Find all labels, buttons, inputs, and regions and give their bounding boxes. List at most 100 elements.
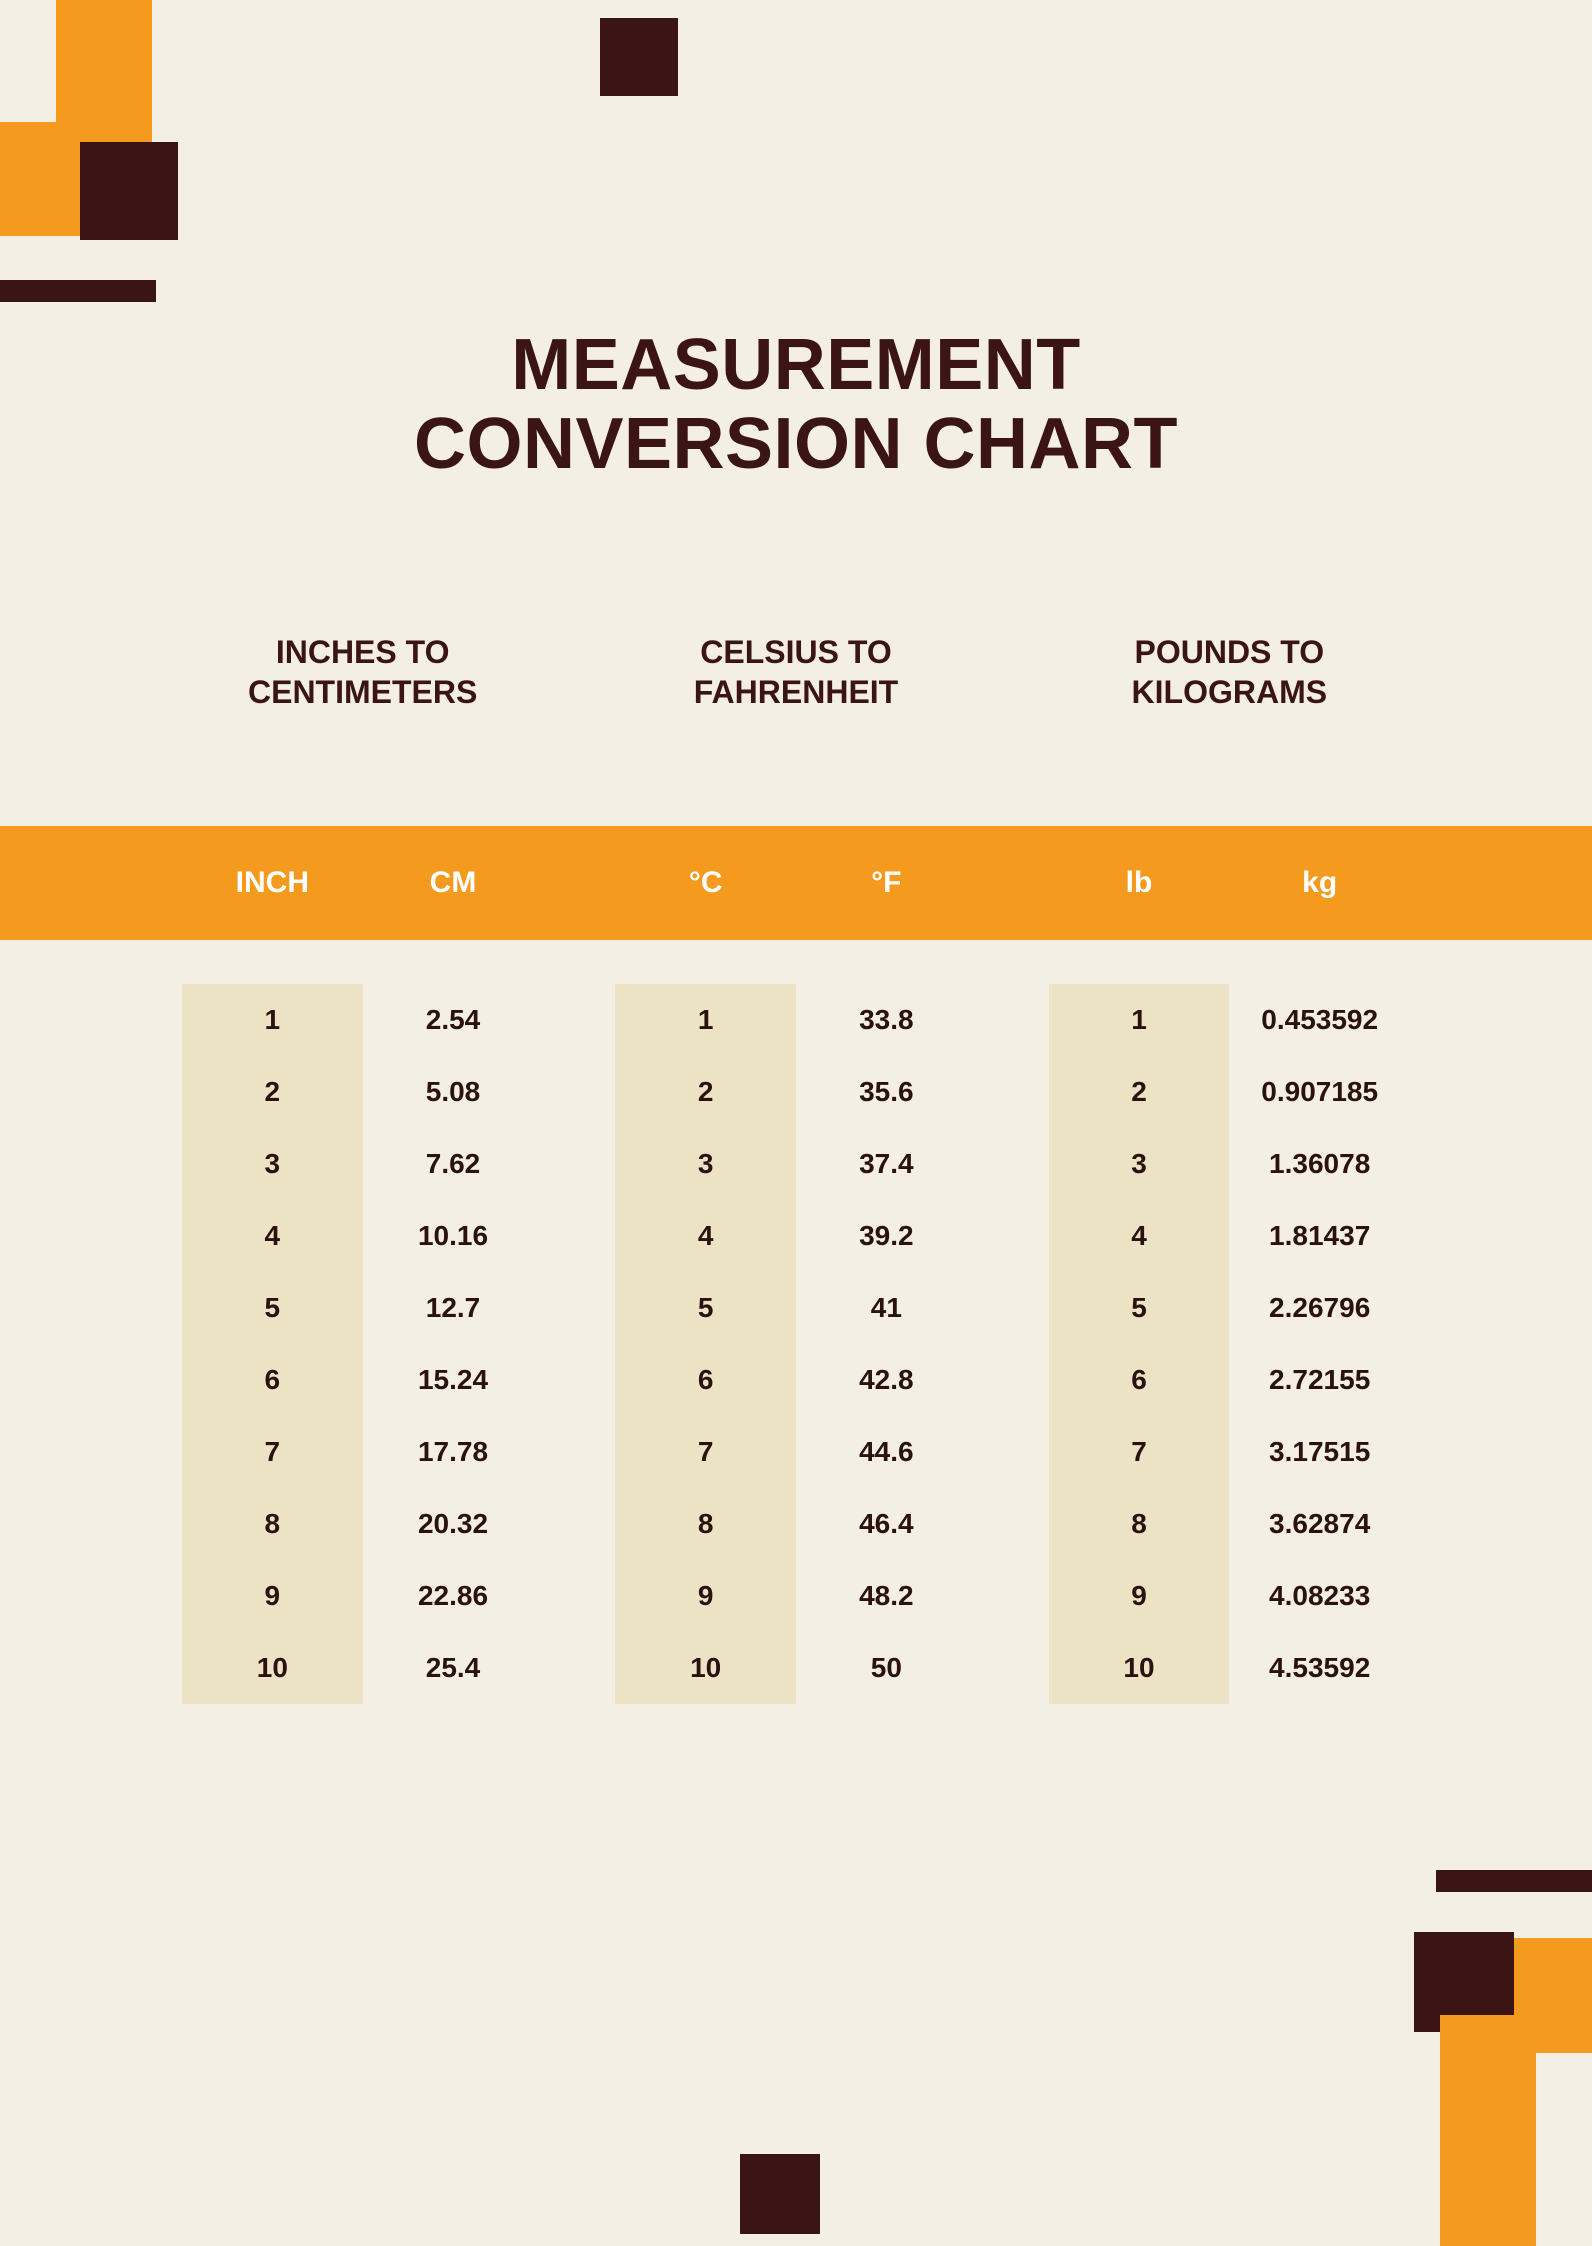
table-cell: 9 [182,1560,363,1632]
table-cell: 1.36078 [1229,1128,1410,1200]
table-cell: 44.6 [796,1416,977,1488]
header-cm: CM [363,866,544,900]
table-cell: 3.62874 [1229,1488,1410,1560]
table-cell: 9 [615,1560,796,1632]
table-cell: 10.16 [363,1200,544,1272]
table-cell: 1 [182,984,363,1056]
table-cell: 22.86 [363,1560,544,1632]
table-cell: 1.81437 [1229,1200,1410,1272]
section-title-line: FAHRENHEIT [615,672,976,712]
table-cell: 10 [1049,1632,1230,1704]
column-headers: INCH CM °C °F lb kg [182,826,1410,940]
decor-top-left-line [0,280,156,302]
section-title-inches: INCHES TO CENTIMETERS [182,632,543,712]
section-title-line: POUNDS TO [1049,632,1410,672]
table-cell: 12.7 [363,1272,544,1344]
table-cell: 0.907185 [1229,1056,1410,1128]
page-title-line1: MEASUREMENT [0,326,1592,405]
section-title-celsius: CELSIUS TO FAHRENHEIT [615,632,976,712]
table-cell: 20.32 [363,1488,544,1560]
col-lb: 12345678910 [1049,984,1230,1704]
table-cell: 3.17515 [1229,1416,1410,1488]
table-pounds-to-kilograms: 12345678910 0.4535920.9071851.360781.814… [1049,984,1410,1704]
table-cell: 7 [615,1416,796,1488]
table-cell: 2.26796 [1229,1272,1410,1344]
page-title-line2: CONVERSION CHART [0,405,1592,484]
header-celsius: °C [615,866,796,900]
decor-top-left-dark-square [80,142,178,240]
tables-container: 12345678910 2.545.087.6210.1612.715.2417… [182,984,1410,1704]
table-cell: 3 [182,1128,363,1200]
table-cell: 2.72155 [1229,1344,1410,1416]
table-cell: 2 [1049,1056,1230,1128]
table-cell: 0.453592 [1229,984,1410,1056]
header-pair-pounds: lb kg [1049,866,1410,900]
decor-bottom-center-square [740,2154,820,2234]
header-kg: kg [1229,866,1410,900]
header-pair-inches: INCH CM [182,866,543,900]
table-cell: 10 [182,1632,363,1704]
table-cell: 4.53592 [1229,1632,1410,1704]
table-cell: 8 [615,1488,796,1560]
table-cell: 4 [1049,1200,1230,1272]
header-lb: lb [1049,866,1230,900]
table-cell: 10 [615,1632,796,1704]
table-cell: 6 [182,1344,363,1416]
table-cell: 41 [796,1272,977,1344]
col-cm: 2.545.087.6210.1612.715.2417.7820.3222.8… [363,984,544,1704]
decor-top-center-square [600,18,678,96]
table-cell: 5 [182,1272,363,1344]
header-fahrenheit: °F [796,866,977,900]
section-title-pounds: POUNDS TO KILOGRAMS [1049,632,1410,712]
section-title-line: INCHES TO [182,632,543,672]
col-celsius: 12345678910 [615,984,796,1704]
table-cell: 7.62 [363,1128,544,1200]
table-cell: 37.4 [796,1128,977,1200]
table-cell: 35.6 [796,1056,977,1128]
table-cell: 7 [1049,1416,1230,1488]
table-cell: 6 [1049,1344,1230,1416]
table-cell: 1 [615,984,796,1056]
table-cell: 4 [615,1200,796,1272]
table-cell: 17.78 [363,1416,544,1488]
header-pair-celsius: °C °F [615,866,976,900]
table-cell: 15.24 [363,1344,544,1416]
table-cell: 5 [615,1272,796,1344]
table-cell: 4 [182,1200,363,1272]
decor-bottom-right-orange-tall [1440,2015,1536,2246]
table-cell: 39.2 [796,1200,977,1272]
table-cell: 8 [1049,1488,1230,1560]
column-header-band: INCH CM °C °F lb kg [0,826,1592,940]
table-cell: 7 [182,1416,363,1488]
section-title-line: CELSIUS TO [615,632,976,672]
header-inch: INCH [182,866,363,900]
table-cell: 4.08233 [1229,1560,1410,1632]
table-cell: 3 [1049,1128,1230,1200]
table-cell: 8 [182,1488,363,1560]
col-inch: 12345678910 [182,984,363,1704]
table-cell: 46.4 [796,1488,977,1560]
page-title: MEASUREMENT CONVERSION CHART [0,326,1592,484]
table-cell: 33.8 [796,984,977,1056]
section-title-line: KILOGRAMS [1049,672,1410,712]
col-fahrenheit: 33.835.637.439.24142.844.646.448.250 [796,984,977,1704]
table-cell: 48.2 [796,1560,977,1632]
table-cell: 2 [182,1056,363,1128]
section-titles-row: INCHES TO CENTIMETERS CELSIUS TO FAHRENH… [182,632,1410,712]
table-cell: 9 [1049,1560,1230,1632]
table-cell: 50 [796,1632,977,1704]
table-cell: 2 [615,1056,796,1128]
table-cell: 6 [615,1344,796,1416]
table-cell: 42.8 [796,1344,977,1416]
table-cell: 5 [1049,1272,1230,1344]
decor-bottom-right-line [1436,1870,1592,1892]
table-cell: 3 [615,1128,796,1200]
section-title-line: CENTIMETERS [182,672,543,712]
table-cell: 5.08 [363,1056,544,1128]
table-celsius-to-fahrenheit: 12345678910 33.835.637.439.24142.844.646… [615,984,976,1704]
table-cell: 2.54 [363,984,544,1056]
col-kg: 0.4535920.9071851.360781.814372.267962.7… [1229,984,1410,1704]
table-cell: 1 [1049,984,1230,1056]
table-inches-to-cm: 12345678910 2.545.087.6210.1612.715.2417… [182,984,543,1704]
table-cell: 25.4 [363,1632,544,1704]
